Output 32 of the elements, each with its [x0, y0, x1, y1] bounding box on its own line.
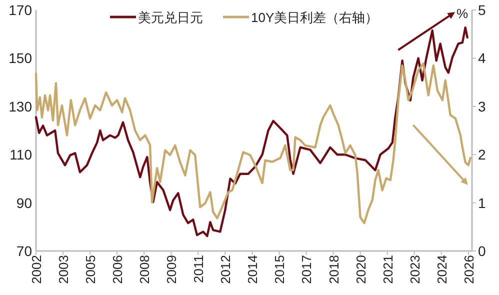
x-tick-label: 2026 [461, 255, 476, 284]
x-tick-label: 2024 [434, 255, 450, 284]
y2-tick-label: 3 [478, 98, 486, 114]
y2-axis-title: % [456, 6, 468, 21]
x-tick-label: 2017 [299, 255, 314, 284]
x-tick-label: 2009 [164, 255, 180, 284]
x-tick-label: 2015 [272, 255, 288, 284]
y-tick-label: 170 [8, 2, 32, 18]
x-tick-label: 2012 [218, 255, 234, 284]
x-tick-label: 2011 [191, 255, 206, 283]
y-tick-label: 130 [8, 98, 32, 114]
legend-label: 美元兑日元 [138, 10, 203, 25]
y-tick-label: 90 [16, 194, 32, 211]
y2-tick-label: 5 [478, 2, 486, 18]
x-tick-label: 2003 [56, 255, 72, 284]
y2-tick-label: 0 [478, 243, 486, 259]
line-series [34, 26, 468, 238]
y2-tick-label: 2 [478, 146, 486, 163]
x-tick-label: 2014 [245, 255, 260, 284]
y-tick-label: 150 [8, 50, 32, 66]
x-tick-label: 2020 [353, 255, 368, 284]
line-series [34, 62, 472, 224]
x-tick-label: 2008 [137, 255, 152, 284]
x-tick-label: 2018 [326, 255, 342, 284]
x-tick-label: 2023 [407, 255, 422, 284]
x-tick-label: 2006 [110, 255, 126, 284]
y2-tick-label: 1 [478, 194, 486, 211]
y-tick-label: 110 [10, 146, 32, 163]
legend-label: 10Y美日利差（右轴） [251, 10, 378, 25]
y2-tick-label: 4 [478, 50, 486, 66]
x-tick-label: 2005 [83, 255, 98, 284]
x-tick-label: 2021 [380, 255, 396, 284]
